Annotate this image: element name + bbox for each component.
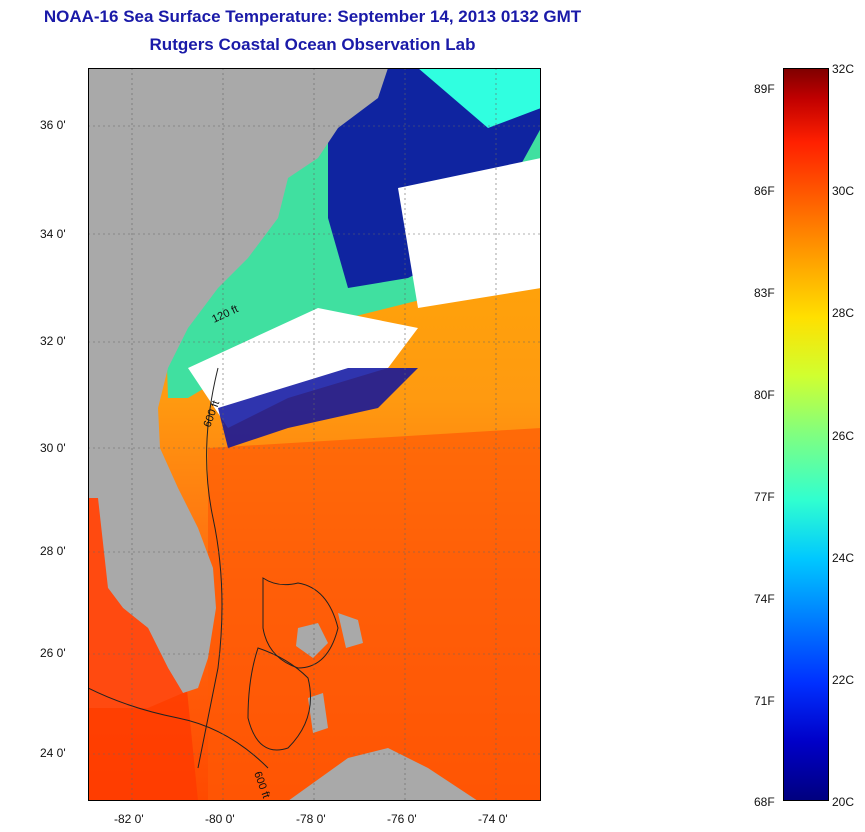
lon-label: -76 0' bbox=[387, 812, 417, 826]
lat-label: 34 0' bbox=[40, 227, 66, 241]
bathymetry-contour bbox=[197, 367, 223, 769]
lat-label: 26 0' bbox=[40, 646, 66, 660]
colorbar-fahrenheit-label: 68F bbox=[754, 795, 775, 809]
bahamas-island bbox=[338, 613, 363, 648]
lon-label: -82 0' bbox=[114, 812, 144, 826]
bathymetry-contour bbox=[88, 687, 269, 769]
cyan-water bbox=[418, 68, 541, 128]
colorbar-celsius-label: 26C bbox=[832, 429, 855, 443]
warm-water-region bbox=[208, 428, 541, 801]
colorbar-fahrenheit-label: 77F bbox=[754, 490, 775, 504]
colorbar-celsius-label: 20C bbox=[832, 795, 855, 809]
lon-label: -74 0' bbox=[478, 812, 508, 826]
lon-label: -78 0' bbox=[296, 812, 326, 826]
bahamas-island bbox=[308, 693, 328, 733]
gulf-water bbox=[88, 498, 183, 708]
bathymetry-contour bbox=[247, 647, 311, 751]
colorbar-fahrenheit-label: 89F bbox=[754, 82, 775, 96]
map-title: NOAA-16 Sea Surface Temperature: Septemb… bbox=[43, 7, 582, 26]
colorbar-fahrenheit-label: 74F bbox=[754, 592, 775, 606]
sst-map-canvas: 120 ft 600 ft 600 ft bbox=[88, 68, 541, 801]
bathymetry-contour bbox=[262, 577, 339, 669]
colorbar-celsius-label: 30C bbox=[832, 184, 855, 198]
cloud-cover bbox=[188, 308, 418, 428]
bahamas-island bbox=[296, 623, 328, 658]
lon-label: -80 0' bbox=[205, 812, 235, 826]
lat-label: 32 0' bbox=[40, 334, 66, 348]
colorbar-celsius-label: 28C bbox=[832, 306, 855, 320]
cloud-cover-north bbox=[398, 158, 541, 308]
colorbar-celsius-label: 24C bbox=[832, 551, 855, 565]
colorbar-fahrenheit-label: 83F bbox=[754, 286, 775, 300]
lat-label: 28 0' bbox=[40, 544, 66, 558]
colorbar-celsius-label: 22C bbox=[832, 673, 855, 687]
temperature-colorbar bbox=[783, 68, 829, 801]
colorbar-fahrenheit-label: 86F bbox=[754, 184, 775, 198]
colorbar-fahrenheit-label: 71F bbox=[754, 694, 775, 708]
map-frame bbox=[88, 68, 541, 801]
sst-map: 120 ft 600 ft 600 ft bbox=[88, 68, 541, 801]
colorbar-celsius-label: 32C bbox=[832, 62, 855, 76]
colorbar-fahrenheit-label: 80F bbox=[754, 388, 775, 402]
map-subtitle: Rutgers Coastal Ocean Observation Lab bbox=[149, 35, 476, 54]
lat-label: 30 0' bbox=[40, 441, 66, 455]
cuba-land bbox=[288, 748, 478, 801]
cold-eddy bbox=[218, 368, 418, 448]
lat-label: 24 0' bbox=[40, 746, 66, 760]
land-mass bbox=[88, 68, 388, 693]
lat-label: 36 0' bbox=[40, 118, 66, 132]
graticule bbox=[88, 68, 541, 801]
